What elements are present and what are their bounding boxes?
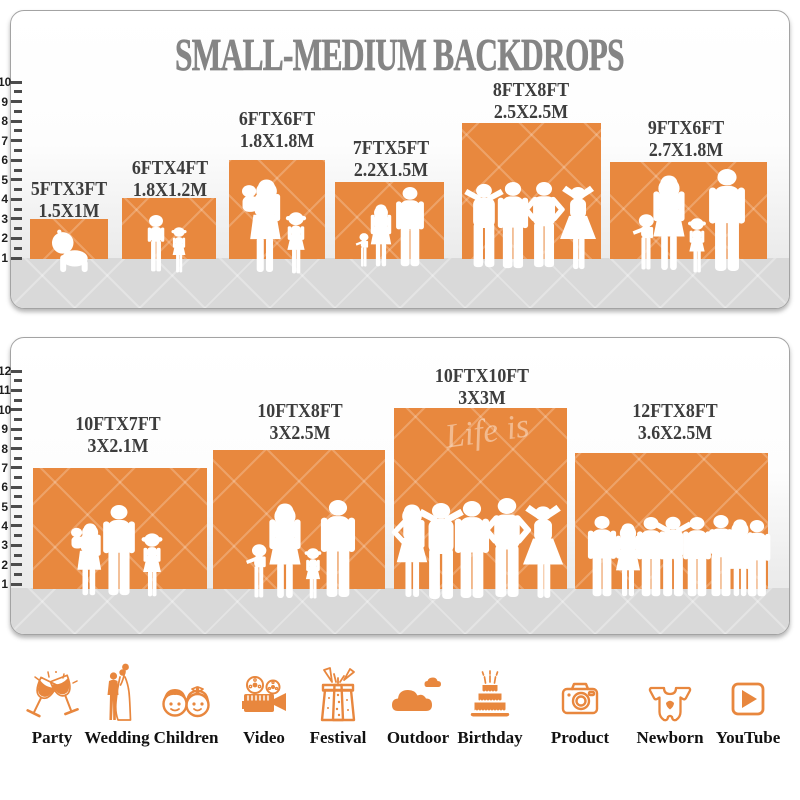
- svg-text:Life is: Life is: [442, 407, 531, 455]
